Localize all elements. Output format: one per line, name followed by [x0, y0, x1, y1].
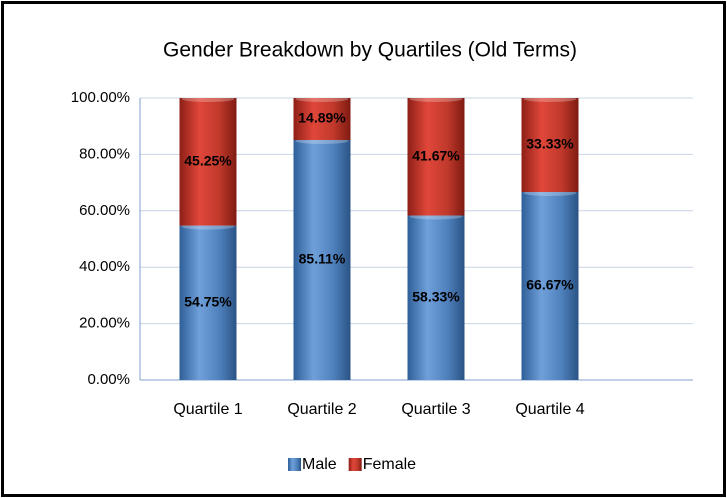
y-tick-label: 60.00% [79, 202, 130, 219]
legend-swatch [288, 458, 301, 471]
value-label: 41.67% [412, 147, 460, 163]
bar-segment [407, 215, 465, 380]
x-tick-label: Quartile 2 [287, 401, 356, 418]
y-tick-label: 80.00% [79, 145, 130, 162]
y-tick-label: 0.00% [87, 371, 130, 388]
x-tick-label: Quartile 1 [173, 401, 242, 418]
bar-segment [521, 98, 579, 192]
value-label: 54.75% [184, 294, 232, 310]
legend-label: Female [363, 456, 416, 473]
value-label: 33.33% [526, 136, 574, 152]
bar-segment [179, 225, 237, 380]
y-tick-label: 100.00% [71, 89, 130, 106]
value-label: 66.67% [526, 277, 574, 293]
x-tick-label: Quartile 4 [515, 401, 584, 418]
x-tick-label: Quartile 3 [401, 401, 470, 418]
bar-segment [293, 98, 351, 140]
bar-segment [521, 191, 579, 380]
y-tick-label: 40.00% [79, 258, 130, 275]
legend-swatch [348, 458, 362, 471]
bar-cap [409, 96, 463, 102]
bar-cap [181, 96, 235, 102]
value-label: 58.33% [412, 288, 460, 304]
bar-segment [179, 98, 237, 226]
y-tick-label: 20.00% [79, 315, 130, 332]
bar-segment [407, 98, 465, 216]
value-label: 14.89% [298, 110, 346, 126]
value-label: 85.11% [299, 251, 346, 267]
bar-segment [293, 139, 351, 380]
value-label: 45.25% [184, 153, 232, 169]
bar-cap [295, 96, 349, 102]
bar-cap [523, 96, 577, 102]
chart-title: Gender Breakdown by Quartiles (Old Terms… [163, 39, 577, 62]
legend-label: Male [302, 456, 337, 473]
